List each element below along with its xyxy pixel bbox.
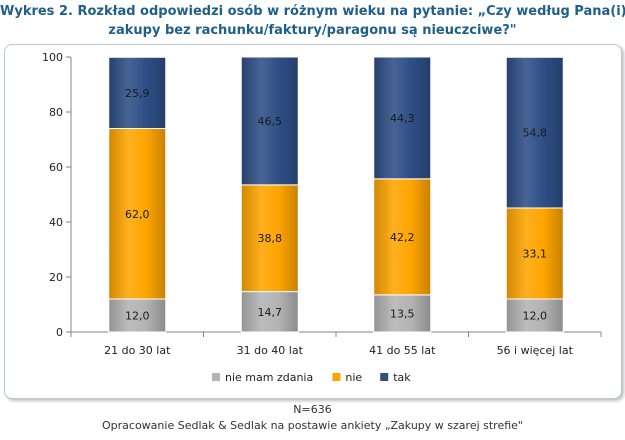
bar-segment — [240, 184, 299, 293]
legend-label: tak — [393, 371, 411, 384]
bar-data-label: 13,5 — [390, 307, 415, 320]
legend-swatch — [380, 373, 389, 381]
bar-data-label: 38,8 — [258, 232, 283, 245]
bar-segment — [505, 56, 564, 209]
bar-data-label: 62,0 — [125, 208, 150, 221]
bar-data-label: 54,8 — [523, 127, 548, 140]
source-note: Opracowanie Sedlak & Sedlak na postawie … — [102, 419, 523, 432]
bar-segment — [108, 128, 167, 300]
bar-segment — [108, 56, 167, 129]
chart-title-line-1: Wykres 2. Rozkład odpowiedzi osób w różn… — [0, 4, 625, 19]
y-tick-label: 60 — [49, 161, 63, 174]
bar-segment — [108, 298, 167, 333]
legend-swatch — [332, 373, 341, 381]
x-category-label: 21 do 30 lat — [104, 344, 171, 357]
bar-data-label: 33,1 — [523, 247, 548, 260]
x-category-label: 41 do 55 lat — [369, 344, 436, 357]
bar-segment — [373, 56, 432, 180]
footer: N=636 Opracowanie Sedlak & Sedlak na pos… — [0, 402, 625, 434]
y-tick-label: 100 — [42, 51, 63, 64]
legend-label: nie mam zdania — [225, 371, 313, 384]
chart-title: Wykres 2. Rozkład odpowiedzi osób w różn… — [0, 2, 625, 40]
sample-size: N=636 — [293, 403, 332, 416]
bar-segment — [373, 294, 432, 333]
y-tick-label: 40 — [49, 216, 63, 229]
bar-data-label: 14,7 — [258, 306, 283, 319]
chart-title-line-2: zakupy bez rachunku/faktury/paragonu są … — [108, 23, 517, 38]
legend-label: nie — [345, 371, 362, 384]
bar-segment — [505, 298, 564, 333]
legend-swatch — [212, 373, 220, 381]
bar-data-label: 12,0 — [125, 310, 150, 323]
stacked-bar-chart: 0 20 40 60 80 100 12,0 62,0 25,9 21 do 30 lat 14,7… — [42, 51, 602, 384]
chart-frame: 0 20 40 60 80 100 12,0 62,0 25,9 21 do 30 lat 14,7… — [4, 44, 622, 399]
y-tick-label: 20 — [49, 271, 63, 284]
x-category-label: 31 do 40 lat — [237, 344, 304, 357]
y-tick-label: 0 — [56, 326, 63, 339]
bar-data-label: 42,2 — [390, 231, 415, 244]
y-tick-label: 80 — [49, 106, 63, 119]
bar-segment — [240, 291, 299, 333]
bar-segment — [373, 178, 432, 296]
bar-data-label: 46,5 — [258, 115, 283, 128]
bar-segment — [240, 56, 299, 186]
bar-data-label: 25,9 — [125, 87, 150, 100]
bar-data-label: 44,3 — [390, 112, 415, 125]
x-category-label: 56 i więcej lat — [497, 344, 574, 357]
bar-data-label: 12,0 — [523, 310, 548, 323]
